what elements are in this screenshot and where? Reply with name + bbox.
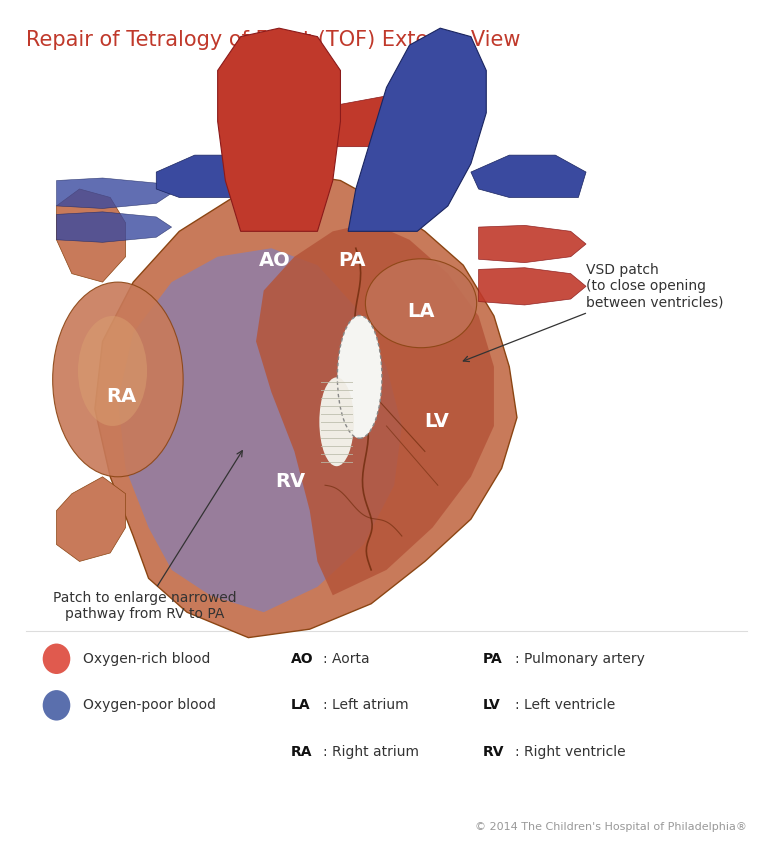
Text: Patch to enlarge narrowed
pathway from RV to PA: Patch to enlarge narrowed pathway from R… — [53, 451, 242, 621]
Polygon shape — [56, 189, 125, 282]
Ellipse shape — [366, 259, 477, 348]
Polygon shape — [310, 96, 448, 155]
Circle shape — [43, 690, 70, 721]
Polygon shape — [95, 172, 517, 637]
Text: Repair of Tetralogy of Fallot (TOF) Exterior View: Repair of Tetralogy of Fallot (TOF) Exte… — [26, 30, 520, 50]
Text: LA: LA — [407, 302, 434, 321]
Ellipse shape — [53, 282, 183, 477]
Polygon shape — [218, 28, 340, 231]
Ellipse shape — [78, 316, 147, 426]
Polygon shape — [348, 28, 486, 231]
Polygon shape — [478, 268, 586, 305]
Text: Oxygen-poor blood: Oxygen-poor blood — [83, 699, 216, 712]
Polygon shape — [56, 477, 125, 561]
Text: : Left ventricle: : Left ventricle — [515, 699, 615, 712]
Text: LV: LV — [482, 699, 500, 712]
Text: Oxygen-rich blood: Oxygen-rich blood — [83, 652, 211, 665]
Text: PA: PA — [339, 251, 366, 270]
Text: AO: AO — [260, 251, 291, 270]
Text: PA: PA — [482, 652, 502, 665]
Text: RA: RA — [107, 387, 137, 406]
Ellipse shape — [319, 377, 354, 466]
Polygon shape — [471, 155, 586, 198]
Text: RV: RV — [482, 745, 504, 759]
Text: RA: RA — [291, 745, 312, 759]
Text: : Right ventricle: : Right ventricle — [515, 745, 625, 759]
Polygon shape — [118, 248, 402, 613]
Polygon shape — [56, 178, 172, 209]
Text: : Right atrium: : Right atrium — [323, 745, 419, 759]
Text: : Left atrium: : Left atrium — [323, 699, 408, 712]
Polygon shape — [156, 155, 256, 198]
Polygon shape — [256, 223, 494, 596]
Polygon shape — [56, 212, 172, 242]
Text: : Pulmonary artery: : Pulmonary artery — [515, 652, 645, 665]
Text: © 2014 The Children's Hospital of Philadelphia®: © 2014 The Children's Hospital of Philad… — [475, 822, 747, 832]
Ellipse shape — [337, 315, 382, 438]
Polygon shape — [478, 226, 586, 262]
Text: VSD patch
(to close opening
between ventricles): VSD patch (to close opening between vent… — [463, 263, 724, 361]
Text: : Aorta: : Aorta — [323, 652, 369, 665]
Text: LV: LV — [424, 412, 449, 431]
Text: LA: LA — [291, 699, 310, 712]
Text: RV: RV — [275, 471, 305, 491]
Circle shape — [43, 643, 70, 674]
Text: AO: AO — [291, 652, 313, 665]
